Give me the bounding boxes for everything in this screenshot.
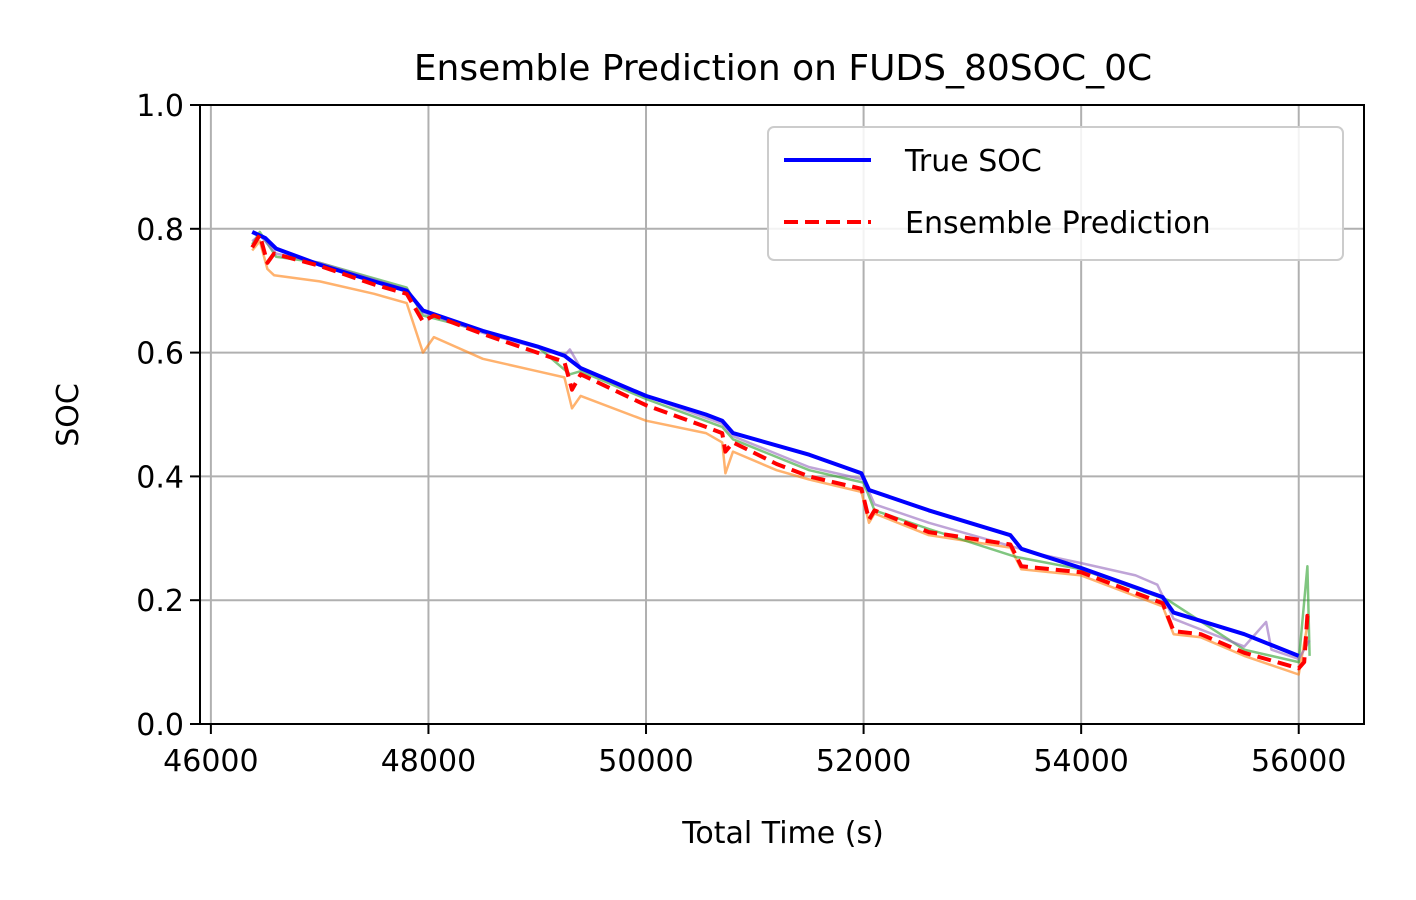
y-tick-label: 0.2 [136, 584, 184, 619]
series-member-orange-line [251, 239, 1309, 676]
legend: True SOC Ensemble Prediction [767, 126, 1344, 261]
x-axis-label: Total Time (s) [681, 816, 884, 851]
plot-frame [199, 104, 1365, 725]
x-tick-label: 48000 [381, 744, 476, 779]
series-ensemble-line [250, 233, 1312, 671]
x-tick-label: 46000 [163, 744, 258, 779]
y-tick-label: 0.4 [136, 460, 184, 495]
y-tick-label: 0.6 [136, 337, 184, 372]
y-tick-label: 0.8 [136, 213, 184, 248]
y-tick-label: 0.0 [136, 708, 184, 743]
x-tick-label: 50000 [598, 744, 693, 779]
x-tick-label: 54000 [1033, 744, 1128, 779]
series-true-soc-line [251, 230, 1300, 658]
legend-true-soc-label: True SOC [904, 144, 1042, 179]
x-tick-label: 56000 [1251, 744, 1346, 779]
legend-ensemble-label: Ensemble Prediction [905, 206, 1211, 241]
y-tick-label: 1.0 [136, 89, 184, 124]
x-tick-label: 52000 [816, 744, 911, 779]
chart-title: Ensemble Prediction on FUDS_80SOC_0C [414, 48, 1152, 89]
axis-ticks: 46000 48000 50000 52000 54000 56000 0.0 0.2 0.4 0… [136, 89, 1346, 779]
y-axis-label: SOC [51, 383, 86, 447]
series-lines [250, 230, 1312, 676]
legend-box [767, 126, 1344, 261]
